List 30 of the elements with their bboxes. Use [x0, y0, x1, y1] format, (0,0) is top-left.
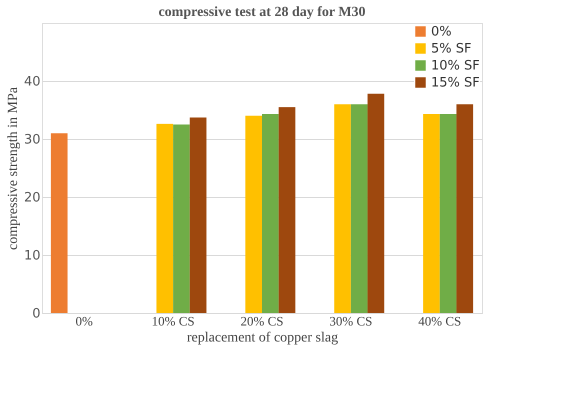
- x-tick-label: 30% CS: [329, 314, 372, 328]
- bar: [334, 104, 351, 313]
- x-tick-label: 20% CS: [240, 314, 284, 328]
- bar: [278, 107, 296, 313]
- bar: [350, 104, 368, 313]
- bar: [190, 118, 206, 313]
- bar: [368, 94, 384, 313]
- legend-label: 10% SF: [431, 58, 480, 74]
- bar: [156, 124, 174, 313]
- y-tick-label: 10: [24, 248, 40, 264]
- bar: [423, 114, 440, 313]
- bar: [440, 114, 456, 313]
- x-tick-label: 40% CS: [418, 314, 462, 328]
- chart-title: compressive test at 28 day for M30: [158, 5, 366, 20]
- y-axis-title: compressive strength in MPa: [6, 86, 21, 250]
- y-tick-label: 30: [24, 132, 40, 148]
- legend-label: 15% SF: [431, 76, 480, 90]
- bar: [262, 114, 279, 313]
- y-tick-label: 20: [24, 190, 40, 206]
- legend-label: 5% SF: [431, 42, 472, 56]
- bar: [173, 124, 190, 313]
- legend-label: 0%: [431, 24, 452, 40]
- bar: [50, 133, 68, 313]
- bar: [456, 104, 474, 313]
- y-tick-label: 40: [24, 74, 40, 90]
- x-axis-title: replacement of copper slag: [186, 330, 338, 346]
- bar: [245, 116, 262, 313]
- y-tick-label: 0: [32, 306, 40, 322]
- x-tick-label: 0%: [76, 314, 94, 328]
- x-tick-label: 10% CS: [152, 314, 195, 328]
